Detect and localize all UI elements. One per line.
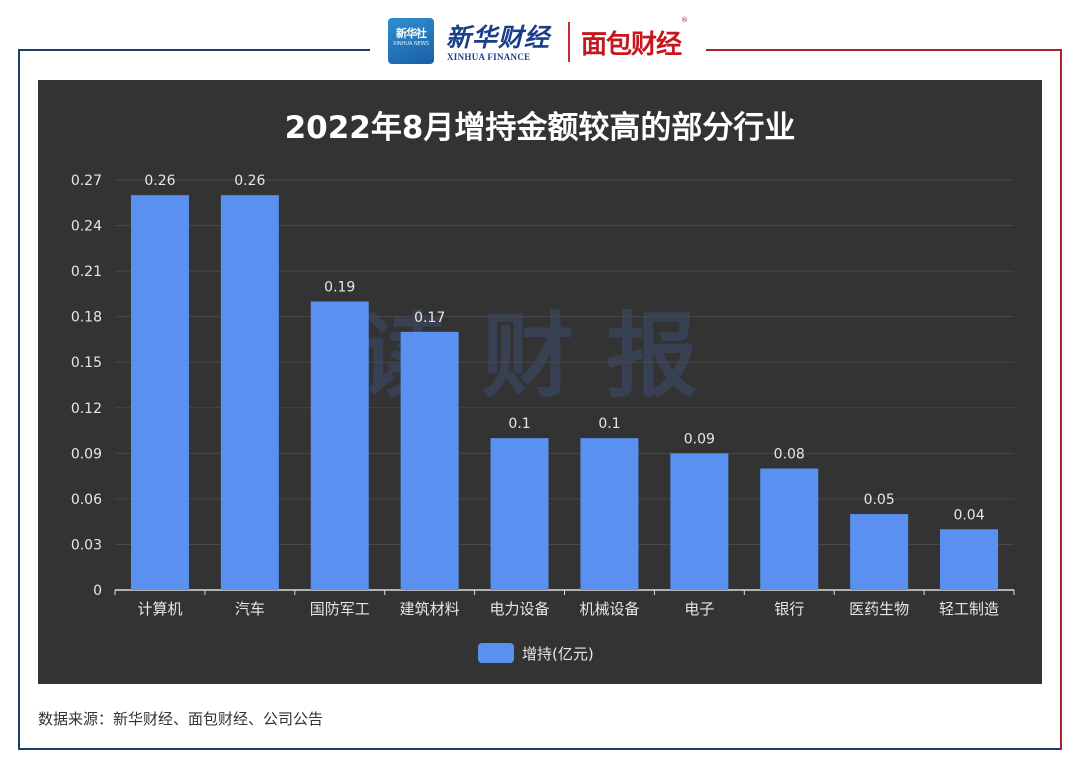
xinhua-badge-text: 新华社: [396, 27, 427, 40]
x-tick-label: 电力设备: [490, 600, 550, 618]
y-tick-label: 0.06: [71, 492, 102, 508]
y-tick-label: 0.03: [71, 537, 102, 553]
x-tick-label: 机械设备: [579, 600, 639, 618]
legend[interactable]: 增持(亿元): [478, 643, 594, 663]
bar: [940, 529, 999, 590]
frame-line-right-top: [706, 49, 1062, 51]
registered-mark: ®: [681, 16, 688, 24]
y-tick-label: 0: [93, 583, 102, 599]
x-tick-label: 医药生物: [849, 600, 909, 618]
y-tick-label: 0.15: [71, 355, 102, 371]
y-tick-label: 0.21: [71, 264, 102, 280]
bar: [400, 331, 459, 590]
y-tick-label: 0.24: [71, 219, 102, 235]
data-label: 0.05: [864, 492, 895, 508]
chart-title: 2022年8月增持金额较高的部分行业: [285, 110, 796, 146]
x-tick-label: 建筑材料: [400, 600, 460, 618]
frame-line-right-side: [1060, 49, 1062, 750]
x-tick-label: 电子: [684, 600, 714, 618]
data-label: 0.04: [953, 507, 984, 523]
xinhua-badge-sub: XINHUA NEWS: [392, 41, 430, 47]
x-tick-label: 计算机: [137, 600, 182, 618]
bar: [850, 514, 909, 590]
data-label: 0.19: [324, 279, 355, 295]
bar: [490, 438, 549, 590]
bar: [130, 195, 189, 590]
frame-line-left-side: [18, 49, 20, 750]
frame-line-left-top: [18, 49, 370, 51]
mianbao-logo: 面包财经: [581, 30, 682, 60]
y-tick-label: 0.27: [71, 173, 102, 189]
y-tick-label: 0.18: [71, 310, 102, 326]
legend-label: 增持(亿元): [522, 645, 594, 663]
xinhua-logo-icon: 新华社 XINHUA NEWS: [388, 18, 434, 64]
bar: [580, 438, 639, 590]
brand-title: 新华财经: [446, 23, 551, 52]
logo-divider: [568, 22, 570, 62]
data-label: 0.1: [508, 416, 530, 432]
bar-layer: 0.26 计算机 0.26 汽车 0.19 国防军工 0.17 建筑材料 0.1 电力设备 0.1 机…: [114, 173, 1015, 618]
grid-layer: 0 0.03 0.06 0.09 0.12 0.15 0.18 0.21 0.24 0.27: [71, 173, 1014, 599]
legend-swatch: [478, 643, 514, 663]
source-note: 数据来源：新华财经、面包财经、公司公告: [38, 710, 324, 728]
data-label: 0.09: [684, 431, 715, 447]
bar-chart: 读 财 报 00.030.060.090.120.150.180.210.240…: [71, 110, 1015, 663]
x-tick-label: 国防军工: [310, 600, 370, 618]
data-label: 0.26: [144, 173, 175, 189]
data-label: 0.1: [598, 416, 620, 432]
x-tick-label: 银行: [774, 600, 804, 618]
bar: [760, 468, 819, 590]
bar: [220, 195, 279, 590]
data-label: 0.26: [234, 173, 265, 189]
chart-panel: 读 财 报 0 0.03 0.06 0.09 0.12 0.15 0.18 0.21 0.24 0…: [38, 80, 1042, 684]
bar: [670, 453, 729, 590]
frame-line-bottom: [18, 748, 1062, 750]
bar: [310, 301, 369, 590]
data-label: 0.08: [774, 447, 805, 463]
data-label: 0.17: [414, 310, 445, 326]
y-tick-label: 0.12: [71, 401, 102, 417]
x-tick-label: 汽车: [235, 600, 265, 618]
brand-subtitle: XINHUA FINANCE: [447, 52, 531, 62]
header-logos: 新华社 XINHUA NEWS 新华财经 XINHUA FINANCE 面包财经…: [388, 14, 700, 70]
y-tick-label: 0.09: [71, 446, 102, 462]
x-tick-label: 轻工制造: [939, 600, 999, 618]
